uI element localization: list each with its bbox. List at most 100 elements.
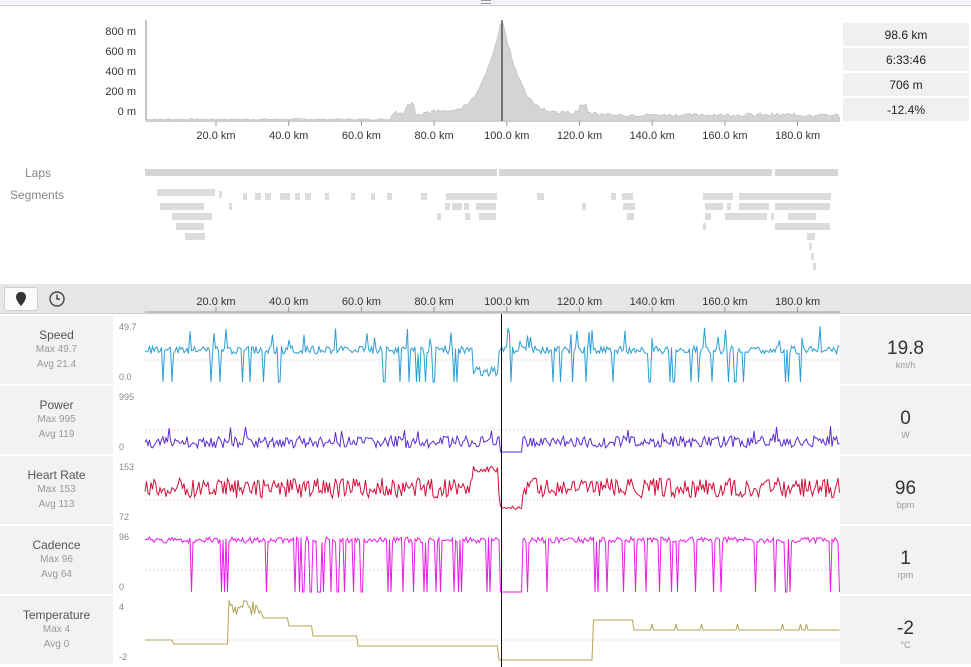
speed-trace: [144, 326, 840, 383]
heart-rate-top-label: 153: [119, 462, 134, 472]
speed-avg: Avg 21.4: [36, 359, 77, 370]
segment-bar[interactable]: [705, 203, 723, 210]
segment-bar[interactable]: [465, 213, 470, 220]
segment-bar[interactable]: [160, 203, 204, 210]
segment-bar[interactable]: [725, 213, 767, 220]
speed-bottom-label: 0.0: [119, 372, 132, 382]
temperature-graph[interactable]: 4 -2: [113, 596, 840, 664]
power-graph[interactable]: 995 0: [113, 386, 840, 454]
segment-bar[interactable]: [452, 203, 462, 210]
segment-bar[interactable]: [623, 203, 635, 210]
clock-icon: [49, 291, 65, 307]
power-title: Power: [39, 398, 74, 412]
segment-bar[interactable]: [295, 193, 300, 200]
speed-graph[interactable]: 49.7 0.0: [113, 316, 840, 384]
segment-bar[interactable]: [176, 223, 204, 230]
segment-bar[interactable]: [172, 213, 212, 220]
segment-bar[interactable]: [476, 203, 496, 210]
segment-bar[interactable]: [813, 263, 816, 270]
segment-bar[interactable]: [280, 193, 290, 200]
location-pin-icon: [16, 292, 26, 306]
segment-bar[interactable]: [537, 193, 544, 200]
temperature-avg: Avg 0: [43, 639, 70, 650]
cadence-summary: Cadence Max 96 Avg 64: [0, 526, 113, 594]
segment-bar[interactable]: [703, 193, 733, 200]
segment-bar[interactable]: [219, 191, 222, 198]
cadence-title: Cadence: [32, 538, 81, 552]
segment-bar[interactable]: [157, 189, 215, 196]
stat-distance: 98.6 km: [843, 23, 969, 46]
segment-bar[interactable]: [325, 193, 329, 200]
segment-bars[interactable]: [157, 189, 831, 270]
cadence-graph[interactable]: 96 0: [113, 526, 840, 594]
resize-grip-icon[interactable]: [481, 0, 491, 4]
segment-bar[interactable]: [305, 193, 311, 200]
lap-bar[interactable]: [145, 169, 497, 176]
heart-rate-unit: bpm: [896, 500, 915, 510]
temperature-value: -2: [897, 618, 914, 639]
segment-bar[interactable]: [265, 193, 271, 200]
speed-title: Speed: [39, 328, 74, 342]
tab-time[interactable]: [40, 287, 74, 311]
segment-bar[interactable]: [445, 203, 450, 210]
speed-top-label: 49.7: [119, 322, 137, 332]
segment-bar[interactable]: [611, 193, 616, 200]
temperature-unit: °C: [900, 640, 911, 650]
segment-bar[interactable]: [464, 203, 469, 210]
segment-bar[interactable]: [255, 193, 261, 200]
power-bottom-label: 0: [119, 442, 124, 452]
segment-bar[interactable]: [703, 223, 706, 230]
segment-bar[interactable]: [622, 193, 633, 200]
segment-bar[interactable]: [475, 193, 497, 200]
power-top-label: 995: [119, 392, 134, 402]
power-trace: [144, 426, 840, 453]
segment-bar[interactable]: [582, 203, 586, 210]
x-tick-label: 140.0 km: [630, 130, 675, 142]
lap-bar[interactable]: [775, 169, 838, 176]
elevation-profile-area: [145, 21, 840, 122]
segment-bar[interactable]: [775, 223, 830, 230]
segment-bar[interactable]: [243, 193, 247, 200]
segment-bar[interactable]: [705, 213, 711, 220]
segment-bar[interactable]: [809, 243, 812, 250]
segment-bar[interactable]: [788, 213, 816, 220]
laps-label: Laps: [25, 166, 52, 180]
segment-bar[interactable]: [811, 253, 814, 260]
segment-bar[interactable]: [387, 193, 392, 200]
x-tick-label: 40.0 km: [269, 296, 308, 308]
segment-bar[interactable]: [351, 193, 355, 200]
segment-bar[interactable]: [229, 203, 232, 210]
temperature-top-label: 4: [119, 602, 124, 612]
x-tick-label: 140.0 km: [630, 296, 675, 308]
segment-bar[interactable]: [479, 213, 496, 220]
stat-time: 6:33:46: [843, 48, 969, 71]
heart-rate-summary: Heart Rate Max 153 Avg 113: [0, 456, 113, 524]
temperature-trace: [145, 599, 840, 661]
segment-bar[interactable]: [739, 203, 769, 210]
elevation-chart[interactable]: 800 m 600 m 400 m 200 m 0 m 20.0 km 40.0 km 60…: [0, 8, 840, 148]
power-current: 0 W: [840, 386, 971, 454]
power-unit: W: [901, 430, 910, 440]
heart-rate-graph[interactable]: 153 72: [113, 456, 840, 524]
segment-bar[interactable]: [437, 213, 441, 220]
distance-axis: 20.0 km 40.0 km 60.0 km 80.0 km 100.0 km 120.…: [145, 296, 840, 313]
segment-bar[interactable]: [627, 213, 634, 220]
segment-bar[interactable]: [739, 193, 831, 200]
cadence-unit: rpm: [897, 570, 914, 580]
segment-bar[interactable]: [371, 193, 375, 200]
cadence-bottom-label: 0: [119, 582, 124, 592]
segment-bar[interactable]: [807, 233, 815, 240]
heart-rate-max: Max 153: [37, 484, 76, 495]
segment-bar[interactable]: [775, 203, 830, 210]
cadence-value: 1: [900, 548, 911, 569]
laps-segments-track[interactable]: [0, 165, 840, 275]
segment-bar[interactable]: [421, 193, 427, 200]
x-tick-label: 60.0 km: [342, 130, 381, 142]
segment-bar[interactable]: [727, 203, 731, 210]
segments-label: Segments: [10, 188, 65, 202]
segment-bar[interactable]: [771, 213, 774, 220]
tab-distance[interactable]: [4, 287, 38, 311]
segment-bar[interactable]: [446, 193, 496, 200]
segment-bar[interactable]: [185, 233, 205, 240]
lap-bar[interactable]: [499, 169, 772, 176]
